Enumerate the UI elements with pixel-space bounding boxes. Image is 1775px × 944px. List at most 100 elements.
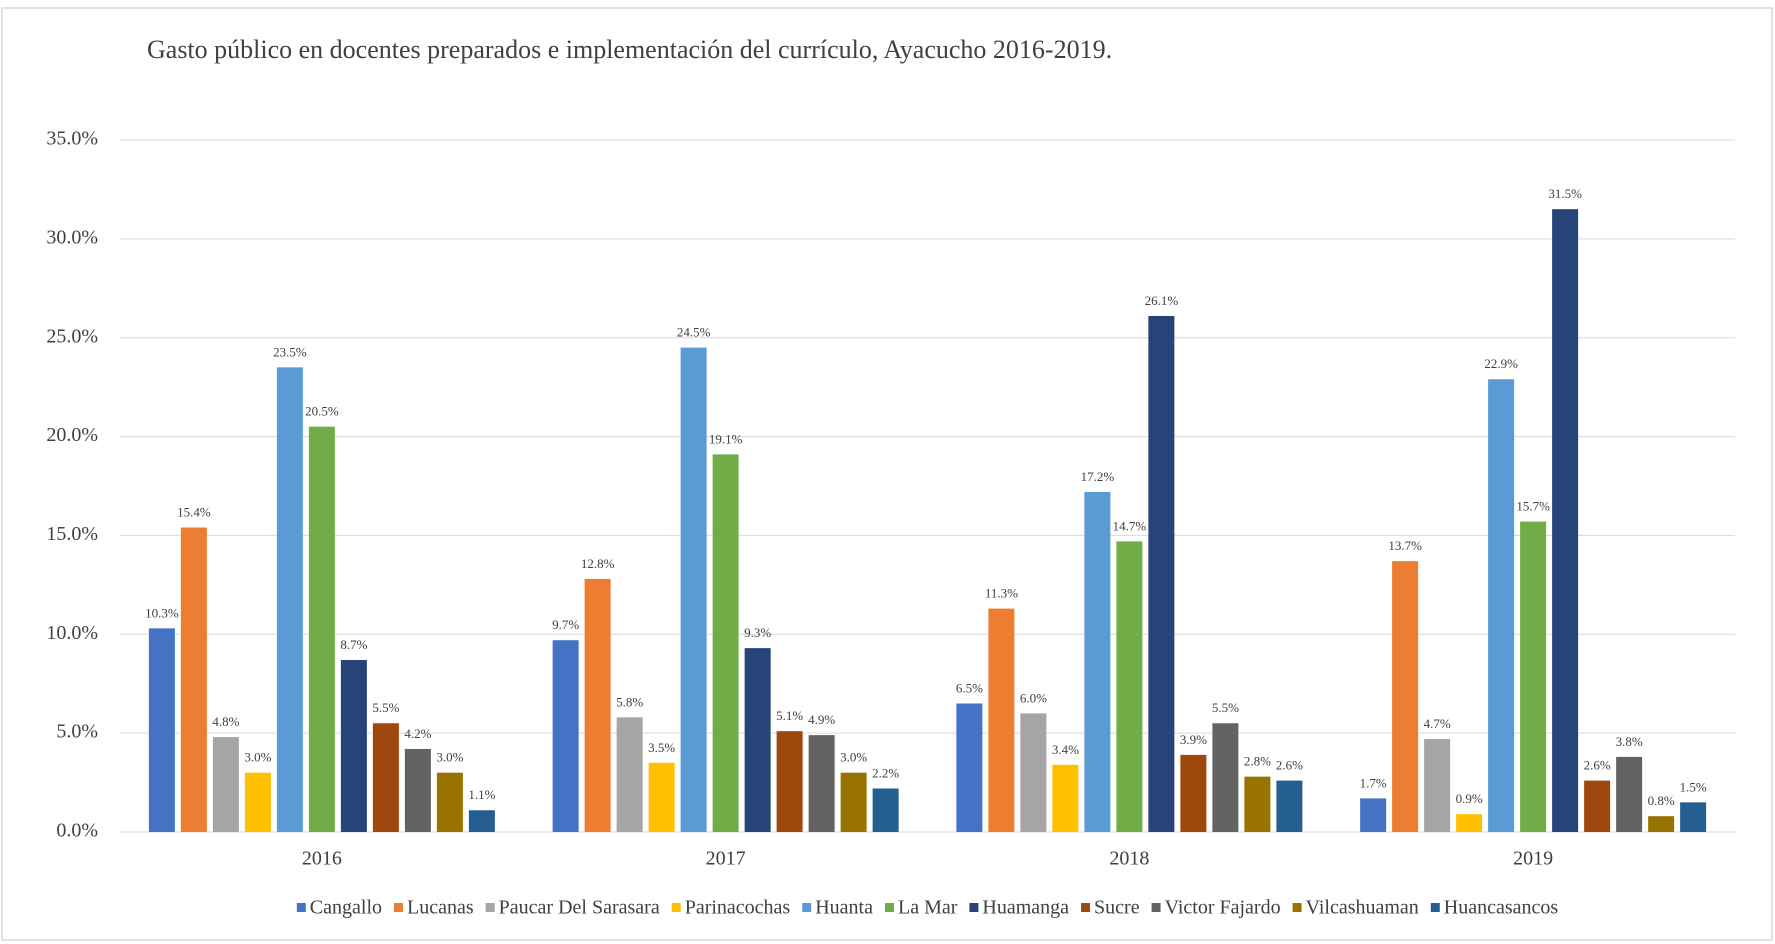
data-label: 6.5% (956, 680, 983, 695)
legend-swatch (296, 903, 306, 912)
data-label: 4.9% (808, 712, 835, 727)
bar (680, 347, 707, 832)
bar (1084, 491, 1111, 832)
bar (872, 788, 899, 832)
legend-swatch (884, 903, 894, 912)
data-label: 5.1% (776, 708, 803, 723)
legend-label: Vilcashuaman (1306, 897, 1419, 919)
data-label: 15.4% (177, 505, 211, 520)
data-label: 17.2% (1081, 469, 1115, 484)
bar (276, 367, 303, 832)
data-label: 14.7% (1113, 518, 1147, 533)
bar (1244, 776, 1271, 832)
y-tick-label: 25.0% (46, 325, 98, 347)
bar (1052, 764, 1079, 832)
bar (1212, 723, 1239, 832)
bar (1424, 739, 1451, 832)
bar (308, 426, 335, 832)
data-label: 4.7% (1424, 716, 1451, 731)
x-tick-label: 2019 (1513, 848, 1553, 870)
data-label: 9.3% (744, 625, 771, 640)
y-tick-label: 20.0% (46, 424, 98, 446)
data-label: 3.8% (1616, 734, 1643, 749)
legend-swatch (485, 903, 495, 912)
legend-label: Sucre (1094, 897, 1140, 919)
legend-swatch (969, 903, 979, 912)
y-tick-label: 30.0% (46, 226, 98, 248)
bar (616, 717, 643, 832)
legend-label: Lucanas (407, 897, 474, 919)
bar (1552, 209, 1579, 832)
legend: Cangallo Lucanas Paucar Del Sarasara Parina… (296, 897, 1559, 919)
bar (340, 659, 367, 832)
data-label: 13.7% (1388, 538, 1422, 553)
chart-title: Gasto público en docentes preparados e i… (147, 35, 1112, 64)
data-label: 11.3% (985, 586, 1018, 601)
data-label: 4.8% (212, 714, 239, 729)
legend-label: Paucar Del Sarasara (499, 897, 660, 919)
data-label: 5.8% (616, 694, 643, 709)
bar (988, 608, 1015, 832)
y-tick-label: 10.0% (46, 622, 98, 644)
legend-swatch (1081, 903, 1091, 912)
legend-label: Huancasancos (1444, 897, 1559, 919)
bar (648, 762, 675, 832)
data-label: 2.8% (1244, 754, 1271, 769)
x-tick-label: 2018 (1109, 848, 1149, 870)
bar (1456, 814, 1483, 832)
bar (1616, 756, 1643, 832)
data-label: 3.0% (840, 750, 867, 765)
data-label: 3.5% (648, 740, 675, 755)
bar (212, 737, 239, 832)
x-tick-label: 2016 (302, 848, 342, 870)
bar (1360, 798, 1387, 832)
data-label: 8.7% (340, 637, 367, 652)
bar (244, 772, 271, 832)
bar (956, 703, 983, 832)
legend-swatch (671, 903, 681, 912)
y-tick-label: 15.0% (46, 523, 98, 545)
data-label: 26.1% (1145, 293, 1179, 308)
data-label: 3.4% (1052, 742, 1079, 757)
bar (148, 628, 175, 832)
data-label: 19.1% (709, 431, 743, 446)
bar (808, 735, 835, 832)
data-label: 23.5% (273, 344, 307, 359)
bar (1276, 780, 1303, 832)
legend-swatch (1292, 903, 1302, 912)
bar (1020, 713, 1047, 832)
data-label: 0.8% (1648, 793, 1675, 808)
bar (840, 772, 867, 832)
data-label: 3.9% (1180, 732, 1207, 747)
data-label: 1.1% (468, 787, 495, 802)
y-tick-label: 5.0% (56, 721, 98, 743)
bar (1584, 780, 1611, 832)
data-label: 24.5% (677, 325, 711, 340)
bar (468, 810, 495, 832)
data-label: 0.9% (1456, 791, 1483, 806)
bar (404, 748, 431, 832)
legend-swatch (1151, 903, 1161, 912)
bar (1392, 561, 1419, 832)
legend-label: Cangallo (310, 897, 382, 919)
data-label: 1.7% (1360, 775, 1387, 790)
bar (1520, 521, 1547, 832)
data-label: 15.7% (1516, 499, 1550, 514)
data-label: 20.5% (305, 404, 339, 419)
bar (372, 723, 399, 832)
bar (744, 648, 771, 832)
bar (776, 731, 803, 832)
y-tick-label: 0.0% (56, 820, 98, 842)
bar (180, 527, 207, 832)
bar (1180, 754, 1207, 832)
bar (1648, 816, 1675, 832)
data-label: 6.0% (1020, 690, 1047, 705)
bar (1488, 379, 1515, 832)
data-label: 12.8% (581, 556, 615, 571)
data-label: 9.7% (552, 617, 579, 632)
legend-swatch (1430, 903, 1440, 912)
data-label: 5.5% (372, 700, 399, 715)
bar (552, 640, 579, 832)
y-tick-label: 35.0% (46, 128, 98, 150)
